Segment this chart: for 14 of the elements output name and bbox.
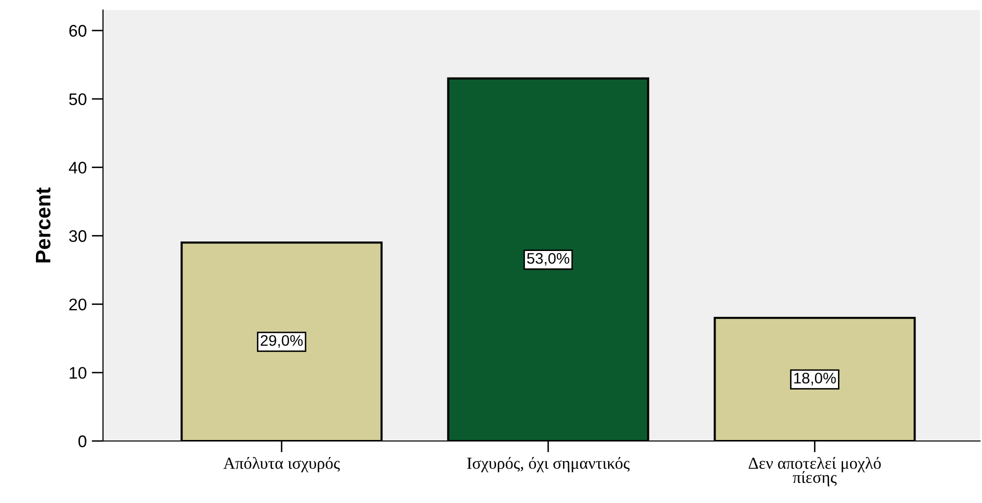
x-tick-label: Ισχυρός, όχι σημαντικός <box>467 456 630 472</box>
y-tick-label: 20 <box>69 298 86 310</box>
y-tick-label: 30 <box>69 230 86 242</box>
data-label: 53,0% <box>527 252 570 266</box>
y-tick-label: 0 <box>78 435 86 448</box>
y-tick-label: 10 <box>70 366 86 379</box>
data-label: 18,0% <box>794 372 836 386</box>
x-tick-label: Δεν αποτελεί μοχλό πίεσης <box>748 456 881 486</box>
y-axis-title: Percent <box>36 188 50 262</box>
y-tick-label: 60 <box>69 24 86 37</box>
data-label: 29,0% <box>260 335 303 348</box>
y-tick-label: 50 <box>69 93 86 106</box>
y-tick-label: 40 <box>68 162 86 174</box>
x-tick-label: Απόλυτα ισχυρός <box>223 456 340 472</box>
